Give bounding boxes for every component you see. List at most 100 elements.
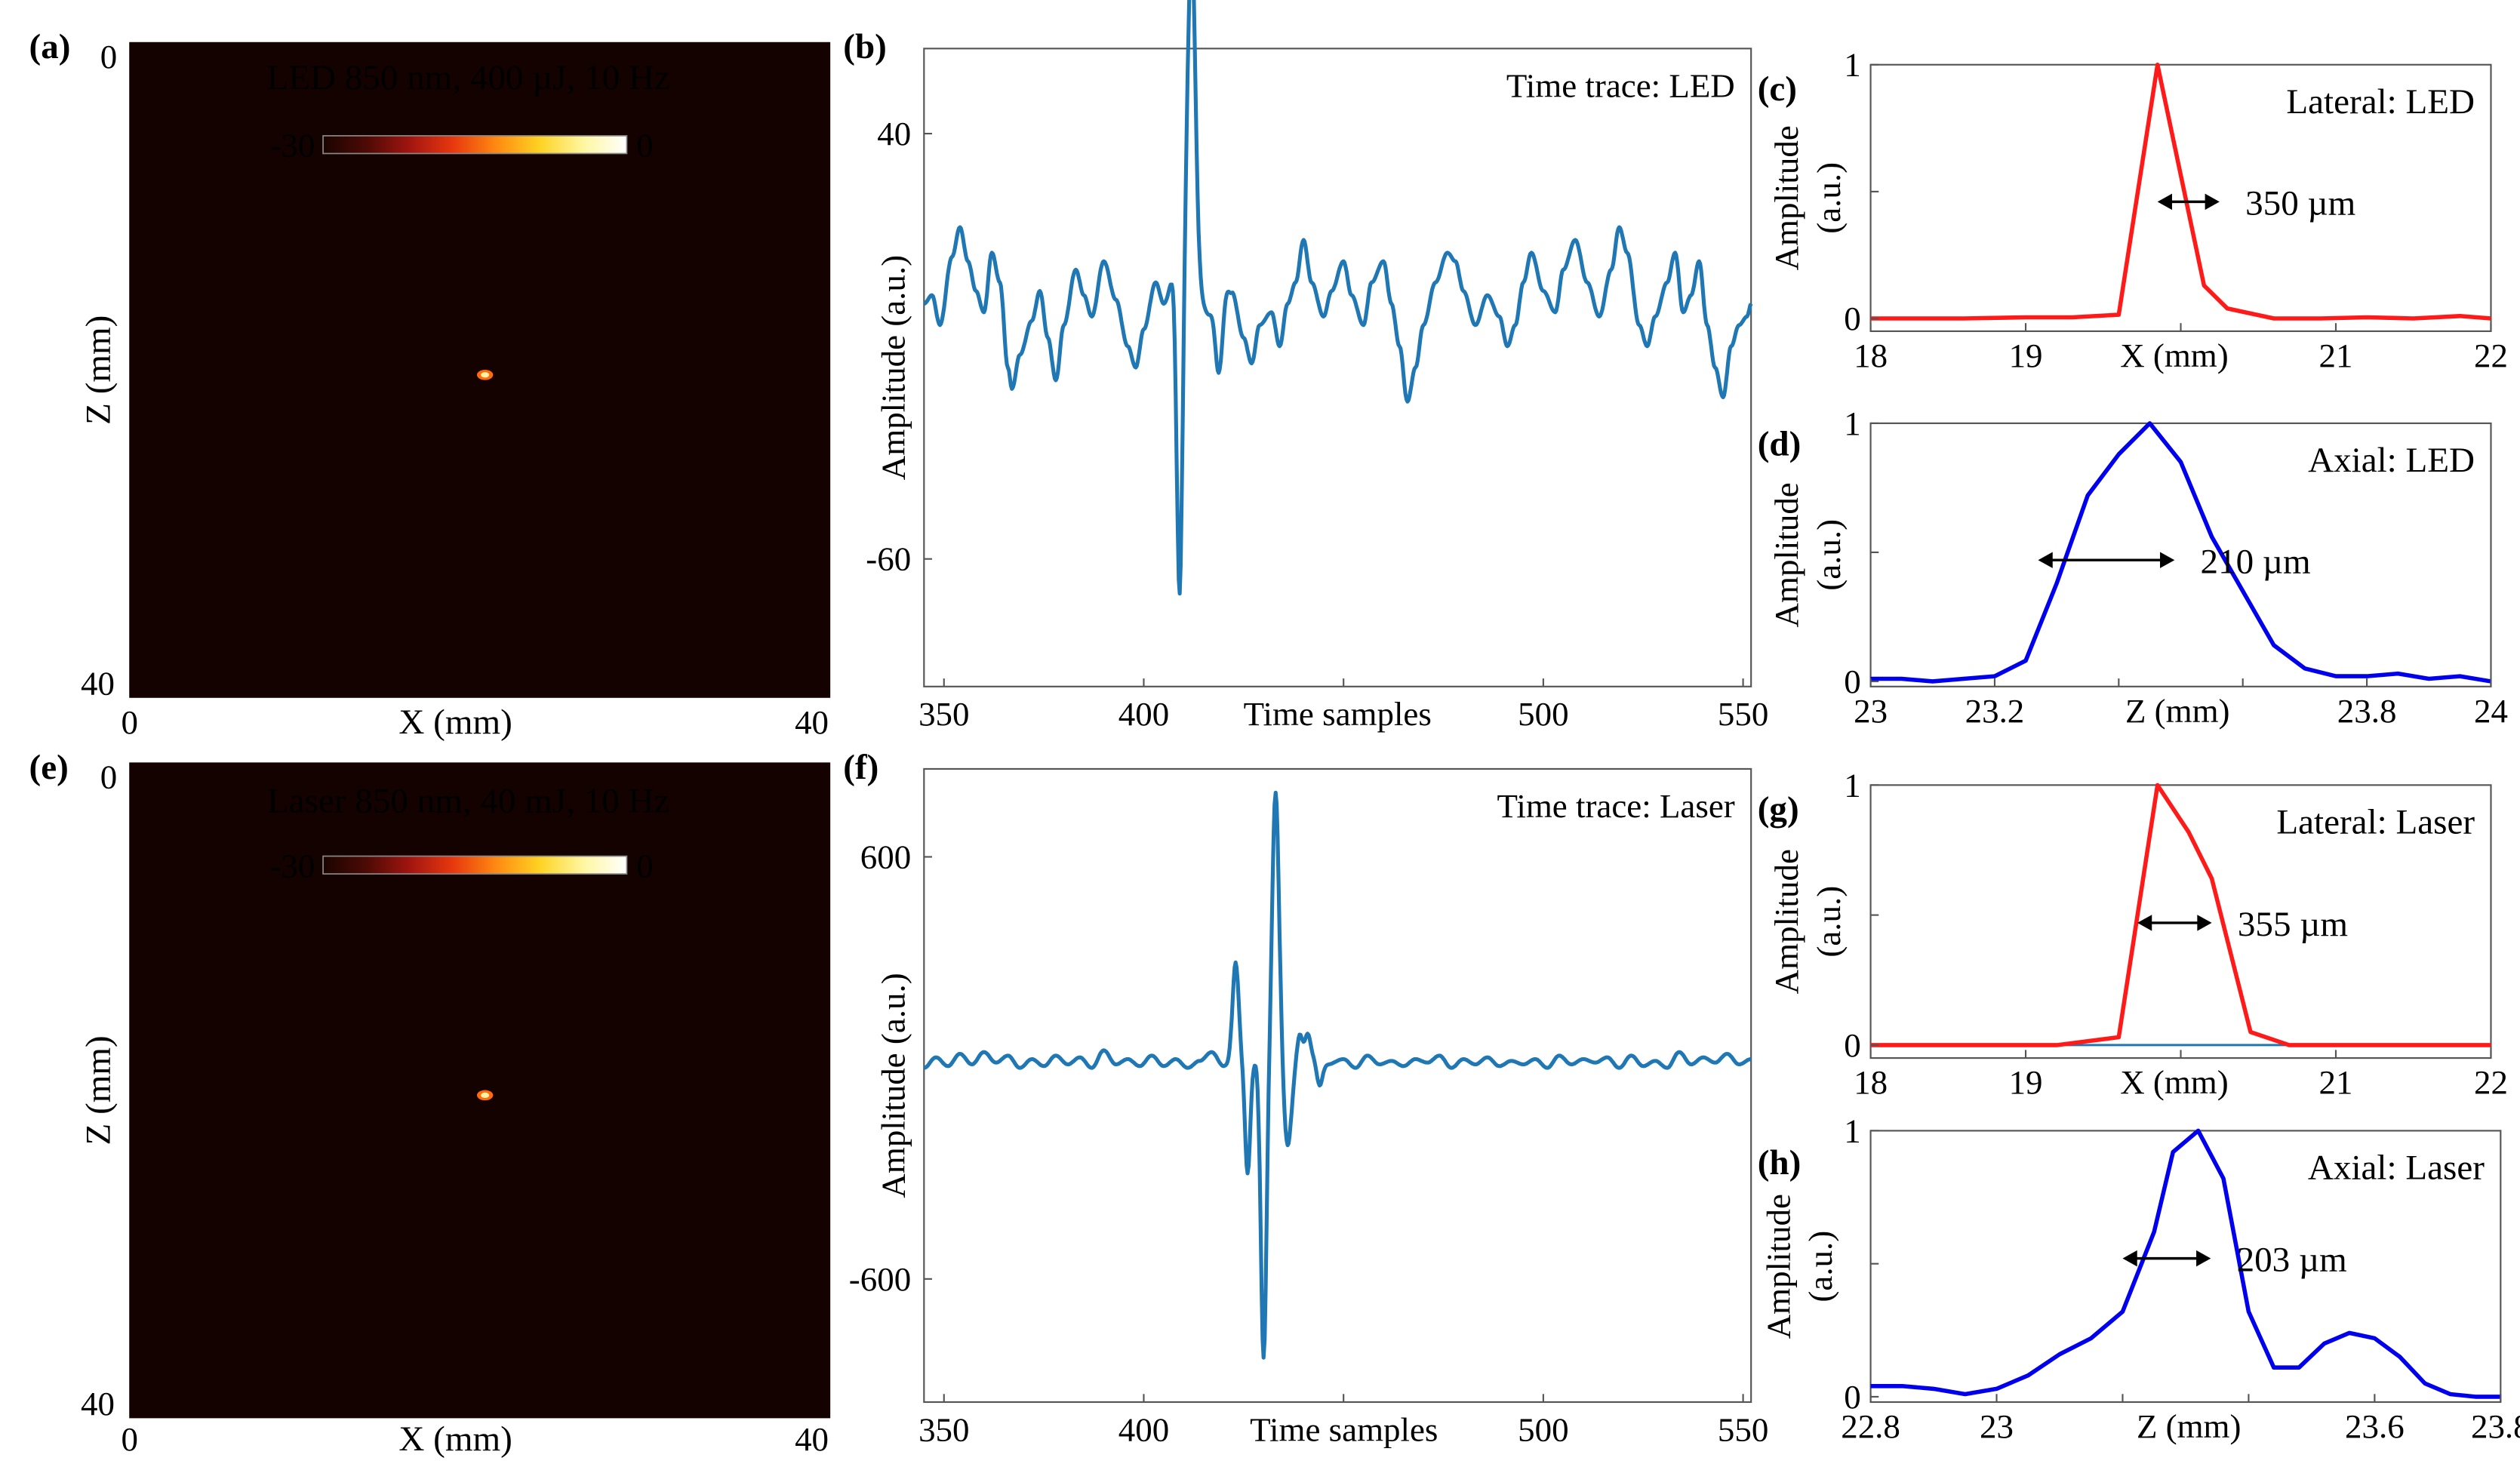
chart-b-xlabel: Time samples [1244,695,1432,733]
chart-f-xtick-label-3: 500 [1518,1410,1568,1448]
chart-h-xlabel: Z (mm) [2137,1407,2242,1445]
chart-h-frame [1869,1130,2502,1404]
chart-c-xtick-label-0: 18 [1854,337,1888,374]
chart-h-ylabel-line1: Amplitude [1760,1194,1798,1339]
chart-c-xtick-label-3: 21 [2319,337,2353,374]
chart-f-xtick-label-4: 550 [1718,1410,1768,1448]
chart-g-xlabel: X (mm) [2120,1063,2229,1101]
chart-d-ytick-label-0: 1 [1844,404,1860,442]
heatmap-a-hotspot [476,369,494,380]
chart-f-ytick-label-0: 600 [860,838,911,875]
chart-c-fwhm-arrow-right [2205,193,2220,211]
chart-d-xtick-label-0: 23 [1854,692,1888,730]
chart-b-xtick-label-1: 400 [1118,695,1169,733]
chart-f-title: Time trace: Laser [1497,787,1734,825]
chart-c-ylabel-line2: (a.u.) [1810,162,1848,234]
chart-c-ytick-label-0: 1 [1844,46,1860,84]
chart-g: 18 19 21 22 1 0 Lateral: Laser X (mm) Amplitude(… [1768,766,2508,1101]
chart-f-xtick-label-0: 350 [918,1410,969,1448]
chart-h-ylabel-line2: (a.u.) [1802,1231,1839,1302]
chart-b-ylabel: Amplitude (a.u.) [875,255,912,480]
chart-g-ylabel-line1: Amplitude [1768,849,1805,994]
chart-c-ytick-label-2: 0 [1844,300,1860,337]
chart-d-fwhm-arrow-left [2038,552,2053,568]
panel-label-a: (a) [29,27,71,66]
chart-d-title: Axial: LED [2308,441,2475,480]
chart-d-series-line [1870,421,2491,684]
chart-d: 23 23.2 23.8 24 1 0 Axial: LED Z (mm) Amplitude(… [1768,404,2508,730]
chart-c-xtick-label-4: 22 [2474,337,2508,374]
chart-h: 22.8 23 23.6 23.8 1 0 Axial: Laser Z (mm) Amplit… [1760,1112,2520,1445]
panel-label-b: (b) [843,27,887,66]
heatmap-e-xlabel: X (mm) [398,1419,512,1459]
chart-d-xtick-label-1: 23.2 [1965,692,2025,730]
chart-f-xlabel: Time samples [1250,1410,1438,1448]
chart-b-ytick-label-1: -60 [866,540,911,578]
panel-label-e: (e) [29,748,69,787]
chart-h-xtick-label-1: 23 [1980,1407,2014,1445]
chart-g-fwhm-arrow-left [2137,915,2152,931]
chart-h-fwhm-label: 203 µm [2237,1241,2347,1280]
chart-f: 350 400 500 550 600 -600 Time trace: Laser Time… [849,767,1768,1448]
chart-g-xtick-label-1: 19 [2009,1063,2043,1101]
chart-d-fwhm-label: 210 µm [2201,542,2311,581]
chart-b-ytick-label-0: 40 [877,115,911,152]
chart-g-xtick-label-4: 22 [2474,1063,2508,1101]
chart-g-title: Lateral: Laser [2276,803,2475,842]
chart-b-xtick-label-4: 550 [1718,695,1768,733]
chart-h-ytick-label-2: 0 [1844,1378,1860,1416]
chart-d-ytick-label-2: 0 [1844,663,1860,700]
chart-g-xtick-label-0: 18 [1854,1063,1888,1101]
chart-b: 350 400 500 550 40 -60 Time trace: LED Time sam… [866,0,1768,733]
chart-d-xtick-label-5: 24 [2474,692,2508,730]
chart-c-title: Lateral: LED [2286,82,2475,121]
chart-b-series-line [923,0,1753,596]
chart-c-xlabel: X (mm) [2120,337,2229,374]
chart-c-series-line [1870,62,2491,321]
chart-d-fwhm-arrow-right [2160,552,2175,568]
heatmap-a-title: LED 850 nm, 400 µJ, 10 Hz [266,58,669,97]
heatmap-a-hotspot-core [481,372,490,378]
chart-h-series-line [1870,1128,2501,1399]
heatmap-e-colorbar [322,855,628,875]
chart-f-ytick-label-1: -600 [849,1260,911,1298]
chart-g-ytick-label-2: 0 [1844,1026,1860,1064]
heatmap-a-colorbar-min: -30 [269,127,315,165]
heatmap-e-colorbar-max: 0 [636,847,653,884]
chart-d-xtick-label-4: 23.8 [2337,692,2397,730]
chart-f-frame [923,767,1752,1404]
panel-label-c: (c) [1758,69,1797,109]
chart-c-fwhm-arrow-left [2157,193,2172,211]
heatmap-e-xtick-0: 0 [122,1420,138,1458]
heatmap-e-hotspot-core [481,1092,490,1099]
heatmap-e: Laser 850 nm, 40 mJ, 10 Hz -30 0 0 40 0 … [79,758,831,1459]
heatmap-e-ylabel: Z (mm) [79,1035,118,1145]
heatmap-e-xtick-40: 40 [795,1420,829,1458]
chart-h-title: Axial: Laser [2308,1149,2485,1188]
chart-h-xtick-label-0: 22.8 [1841,1407,1900,1445]
chart-g-ytick-label-0: 1 [1844,766,1860,804]
chart-g-xtick-label-3: 21 [2319,1063,2353,1101]
chart-b-frame [923,48,1752,687]
chart-g-frame [1869,784,2492,1059]
chart-f-xtick-label-1: 400 [1118,1410,1169,1448]
chart-h-xtick-label-4: 23.6 [2345,1407,2405,1445]
heatmap-a-xlabel: X (mm) [398,703,512,742]
chart-h-fwhm-arrow-right [2196,1250,2211,1267]
chart-d-xlabel: Z (mm) [2125,692,2230,730]
chart-f-ylabel: Amplitude (a.u.) [875,973,912,1198]
heatmap-a-xtick-0: 0 [122,703,138,741]
chart-c-ylabel-line1: Amplitude [1768,125,1805,270]
heatmap-a-colorbar [322,135,628,155]
chart-h-xtick-label-5: 23.8 [2471,1407,2520,1445]
chart-h-fwhm-arrow-left [2122,1250,2137,1267]
heatmap-e-colorbar-min: -30 [269,847,315,884]
chart-c-fwhm-label: 350 µm [2245,183,2355,223]
chart-c: 18 19 21 22 1 0 Lateral: LED X (mm) Amplitude (a.… [1768,46,2508,374]
chart-d-ylabel-line1: Amplitude [1768,482,1805,627]
chart-b-xtick-label-0: 350 [918,695,969,733]
chart-h-ytick-label-0: 1 [1844,1112,1860,1149]
chart-b-title: Time trace: LED [1506,67,1735,105]
